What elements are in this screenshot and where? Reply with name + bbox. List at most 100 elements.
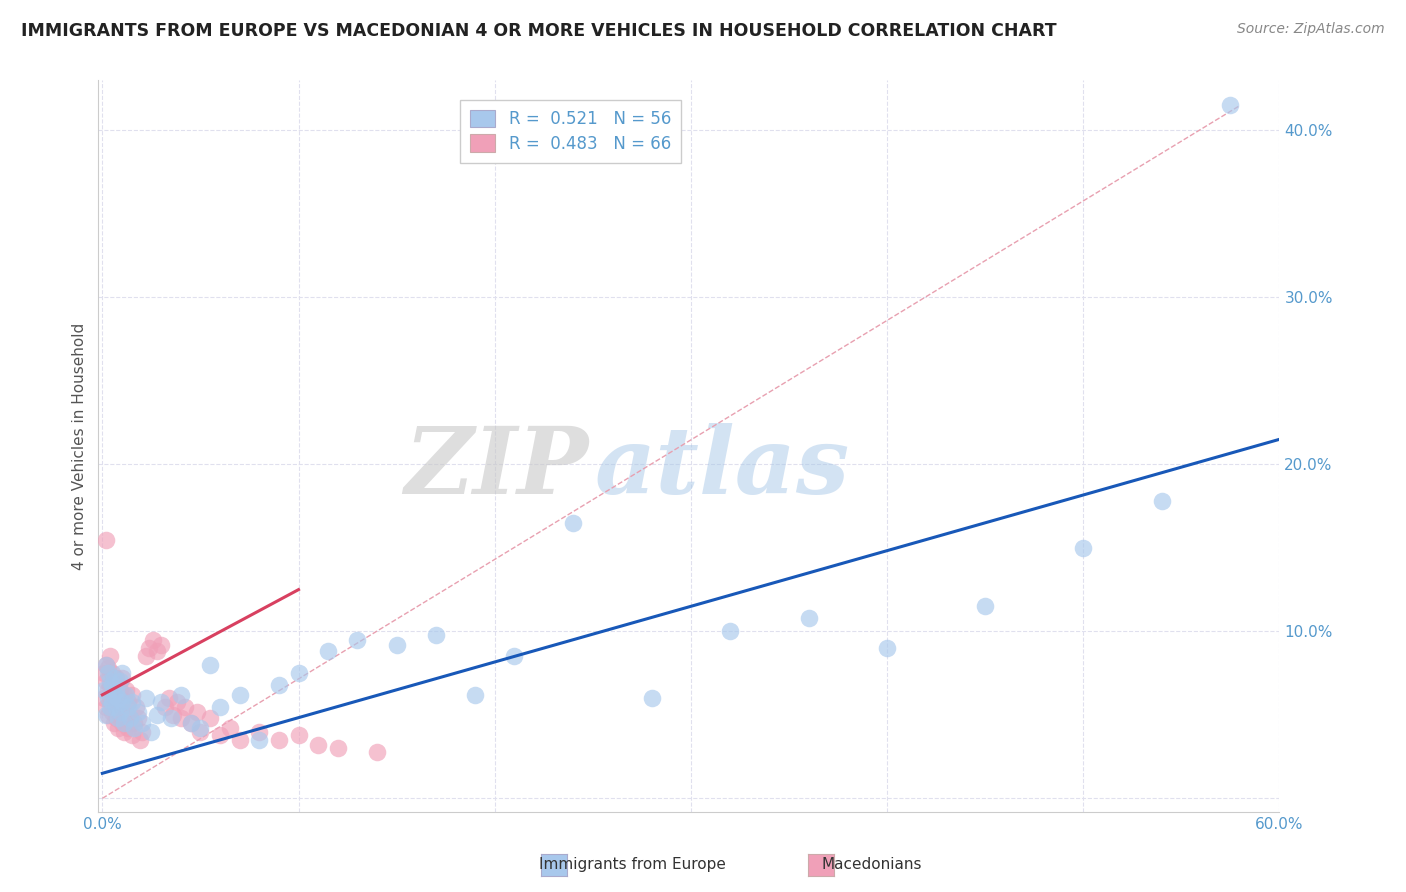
Point xyxy=(96,699,118,714)
Point xyxy=(134,691,156,706)
Point xyxy=(316,644,339,658)
Point xyxy=(118,711,141,725)
Text: Macedonians: Macedonians xyxy=(821,857,922,872)
Point xyxy=(267,732,290,747)
Point xyxy=(307,738,329,752)
Point xyxy=(562,516,585,530)
Point xyxy=(97,666,120,681)
Point xyxy=(97,661,120,675)
Point xyxy=(121,728,143,742)
Point xyxy=(97,707,120,722)
Point xyxy=(366,745,388,759)
Text: ZIP: ZIP xyxy=(405,423,589,513)
Point xyxy=(170,688,193,702)
Point xyxy=(287,666,309,681)
Point xyxy=(127,705,149,719)
Point xyxy=(247,724,270,739)
Point xyxy=(146,707,169,722)
Point xyxy=(105,691,128,706)
Point xyxy=(115,682,138,697)
Point xyxy=(96,533,118,547)
Point xyxy=(228,732,250,747)
Point xyxy=(107,678,129,692)
Point xyxy=(122,716,145,731)
Point xyxy=(127,711,149,725)
Legend: R =  0.521   N = 56, R =  0.483   N = 66: R = 0.521 N = 56, R = 0.483 N = 66 xyxy=(461,100,681,162)
Point xyxy=(117,694,139,708)
Point xyxy=(200,711,222,725)
Point xyxy=(93,691,115,706)
Point xyxy=(115,688,138,702)
Point xyxy=(173,699,195,714)
Point xyxy=(93,682,115,697)
Point xyxy=(101,678,124,692)
Point xyxy=(209,699,232,714)
Point xyxy=(157,691,180,706)
Point xyxy=(103,694,125,708)
Point xyxy=(98,699,121,714)
Point xyxy=(93,666,115,681)
Point xyxy=(186,705,208,719)
Point xyxy=(101,694,124,708)
Point xyxy=(111,666,134,681)
Point xyxy=(97,691,120,706)
Point xyxy=(125,699,148,714)
Text: Source: ZipAtlas.com: Source: ZipAtlas.com xyxy=(1237,22,1385,37)
Point xyxy=(107,691,129,706)
Point xyxy=(425,628,447,642)
Point xyxy=(153,699,176,714)
Point xyxy=(121,694,143,708)
Point xyxy=(103,688,125,702)
Point xyxy=(150,638,173,652)
Point xyxy=(247,732,270,747)
Point xyxy=(166,694,188,708)
Point xyxy=(108,705,131,719)
Point xyxy=(464,688,486,702)
Point xyxy=(96,657,118,672)
Point xyxy=(180,716,202,731)
Point xyxy=(105,699,128,714)
Point xyxy=(287,728,309,742)
Point xyxy=(121,688,143,702)
Point xyxy=(111,694,134,708)
Point xyxy=(131,716,153,731)
Point xyxy=(128,732,150,747)
Point xyxy=(108,674,131,689)
Point xyxy=(267,678,290,692)
Point xyxy=(117,721,139,735)
Y-axis label: 4 or more Vehicles in Household: 4 or more Vehicles in Household xyxy=(72,322,87,570)
Point xyxy=(111,716,134,731)
Point xyxy=(101,688,124,702)
Point xyxy=(180,716,202,731)
Point xyxy=(876,641,898,656)
Point xyxy=(141,724,163,739)
Point xyxy=(118,711,141,725)
Point xyxy=(98,694,121,708)
Point xyxy=(131,724,153,739)
Point xyxy=(105,711,128,725)
Point xyxy=(96,674,118,689)
Point xyxy=(146,644,169,658)
Point xyxy=(96,657,118,672)
Point xyxy=(797,611,820,625)
Point xyxy=(326,741,349,756)
Point xyxy=(640,691,662,706)
Point xyxy=(718,624,741,639)
Point xyxy=(105,671,128,685)
Point xyxy=(115,707,138,722)
Point xyxy=(117,699,139,714)
Point xyxy=(162,707,184,722)
Point xyxy=(1219,98,1241,112)
Point xyxy=(385,638,408,652)
Point xyxy=(150,694,173,708)
Point xyxy=(108,682,131,697)
Point xyxy=(108,707,131,722)
Point xyxy=(228,688,250,702)
Point xyxy=(97,682,120,697)
Point xyxy=(170,711,193,725)
Point xyxy=(98,649,121,664)
Text: atlas: atlas xyxy=(595,423,849,513)
Point xyxy=(103,716,125,731)
Point xyxy=(105,682,128,697)
Point xyxy=(209,728,232,742)
